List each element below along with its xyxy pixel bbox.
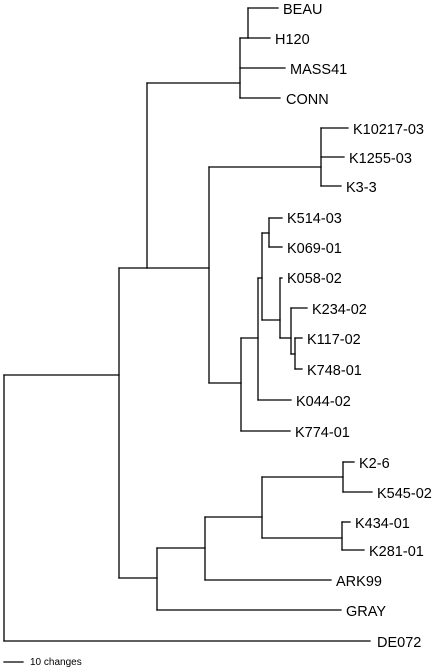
leaf-label-k748-01: K748-01 bbox=[307, 363, 362, 379]
leaf-label-beau: BEAU bbox=[283, 2, 323, 18]
leaf-label-k514-03: K514-03 bbox=[287, 211, 342, 227]
leaf-label-k069-01: K069-01 bbox=[287, 241, 342, 257]
leaf-label-ark99: ARK99 bbox=[336, 574, 382, 590]
leaf-label-k1255-03: K1255-03 bbox=[349, 151, 412, 167]
leaf-label-k545-02: K545-02 bbox=[377, 486, 432, 502]
leaf-label-k2-6: K2-6 bbox=[359, 456, 390, 472]
leaf-label-de072: DE072 bbox=[377, 635, 421, 651]
leaf-label-k10217-03: K10217-03 bbox=[353, 122, 424, 138]
leaf-label-mass41: MASS41 bbox=[290, 62, 347, 78]
leaf-label-k3-3: K3-3 bbox=[346, 180, 377, 196]
leaf-label-h120: H120 bbox=[275, 32, 310, 48]
leaf-label-gray: GRAY bbox=[346, 604, 386, 620]
leaf-label-k434-01: K434-01 bbox=[355, 516, 410, 532]
leaf-label-k044-02: K044-02 bbox=[296, 394, 351, 410]
leaf-label-k281-01: K281-01 bbox=[369, 544, 424, 560]
tree-branches bbox=[3, 7, 373, 642]
scale-bar-label: 10 changes bbox=[30, 657, 82, 668]
leaf-label-k058-02: K058-02 bbox=[287, 271, 342, 287]
tree-labels: BEAU H120 MASS41 CONN K10217-03 K1255-03… bbox=[275, 2, 432, 651]
leaf-label-k234-02: K234-02 bbox=[312, 302, 367, 318]
leaf-label-k117-02: K117-02 bbox=[307, 332, 361, 348]
leaf-label-k774-01: K774-01 bbox=[295, 425, 350, 441]
leaf-label-conn: CONN bbox=[286, 92, 329, 108]
scale-bar: 10 changes bbox=[3, 657, 82, 668]
